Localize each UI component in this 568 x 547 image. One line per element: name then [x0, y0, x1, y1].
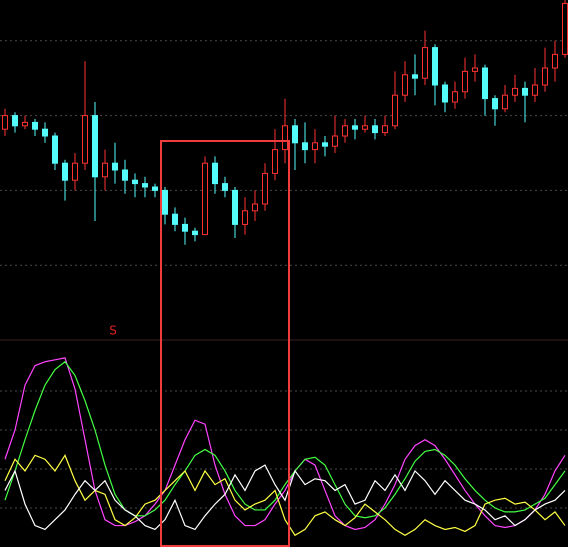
candle-body	[32, 121, 38, 130]
candle-body	[262, 172, 268, 205]
candle-body	[502, 94, 508, 110]
candle-body	[422, 47, 428, 79]
candle-body	[372, 125, 378, 134]
candle-body	[182, 223, 188, 232]
candle-body	[302, 142, 308, 151]
candle-body	[22, 121, 28, 127]
candle-body	[122, 169, 128, 181]
candle-body	[442, 84, 448, 103]
candle-body	[222, 183, 228, 191]
candle-body	[242, 210, 248, 225]
indicator-line	[4, 464, 566, 531]
candle-body	[392, 94, 398, 127]
candle-body	[82, 115, 88, 164]
candle-body	[232, 189, 238, 225]
candle-body	[362, 125, 368, 130]
candle-body	[522, 87, 528, 96]
candle-body	[552, 53, 558, 69]
candle-body	[532, 84, 538, 96]
indicator-panel	[0, 357, 568, 537]
candle-body	[412, 74, 418, 79]
candle-body	[112, 162, 118, 171]
candle-body	[272, 149, 278, 174]
candle-body	[142, 183, 148, 188]
candle-body	[162, 189, 168, 215]
indicator-line	[4, 360, 566, 519]
candle-body	[132, 179, 138, 185]
candle-body	[382, 125, 388, 134]
candle-body	[52, 135, 58, 164]
candle-body	[562, 2, 568, 55]
candle-body	[402, 74, 408, 96]
price-panel	[0, 0, 568, 266]
candle-body	[352, 125, 358, 130]
candle-body	[472, 67, 478, 72]
indicator-line	[4, 454, 566, 537]
candle-body	[152, 186, 158, 191]
candle-body	[492, 98, 498, 110]
candle-body	[202, 162, 208, 236]
candle-body	[172, 213, 178, 225]
candle-body	[332, 135, 338, 147]
candle-body	[72, 162, 78, 181]
candle-body	[292, 125, 298, 144]
candle-body	[12, 115, 18, 127]
candle-body	[92, 115, 98, 178]
candle-body	[252, 203, 258, 212]
candle-body	[322, 142, 328, 147]
signal-marker: S	[109, 324, 117, 338]
candle-body	[452, 91, 458, 103]
candle-body	[282, 125, 288, 151]
candle-body	[462, 70, 468, 93]
candle-body	[482, 67, 488, 100]
candle-body	[432, 47, 438, 86]
highlight-box	[160, 140, 290, 547]
candle-body	[102, 162, 108, 178]
candle-body	[542, 67, 548, 86]
indicator-line	[4, 357, 566, 531]
candle-body	[342, 125, 348, 137]
candle-body	[212, 162, 218, 185]
candle-body	[42, 128, 48, 137]
candle-body	[2, 115, 8, 130]
candle-body	[192, 230, 198, 236]
candle-body	[512, 87, 518, 96]
candle-body	[312, 142, 318, 151]
candle-body	[62, 162, 68, 181]
